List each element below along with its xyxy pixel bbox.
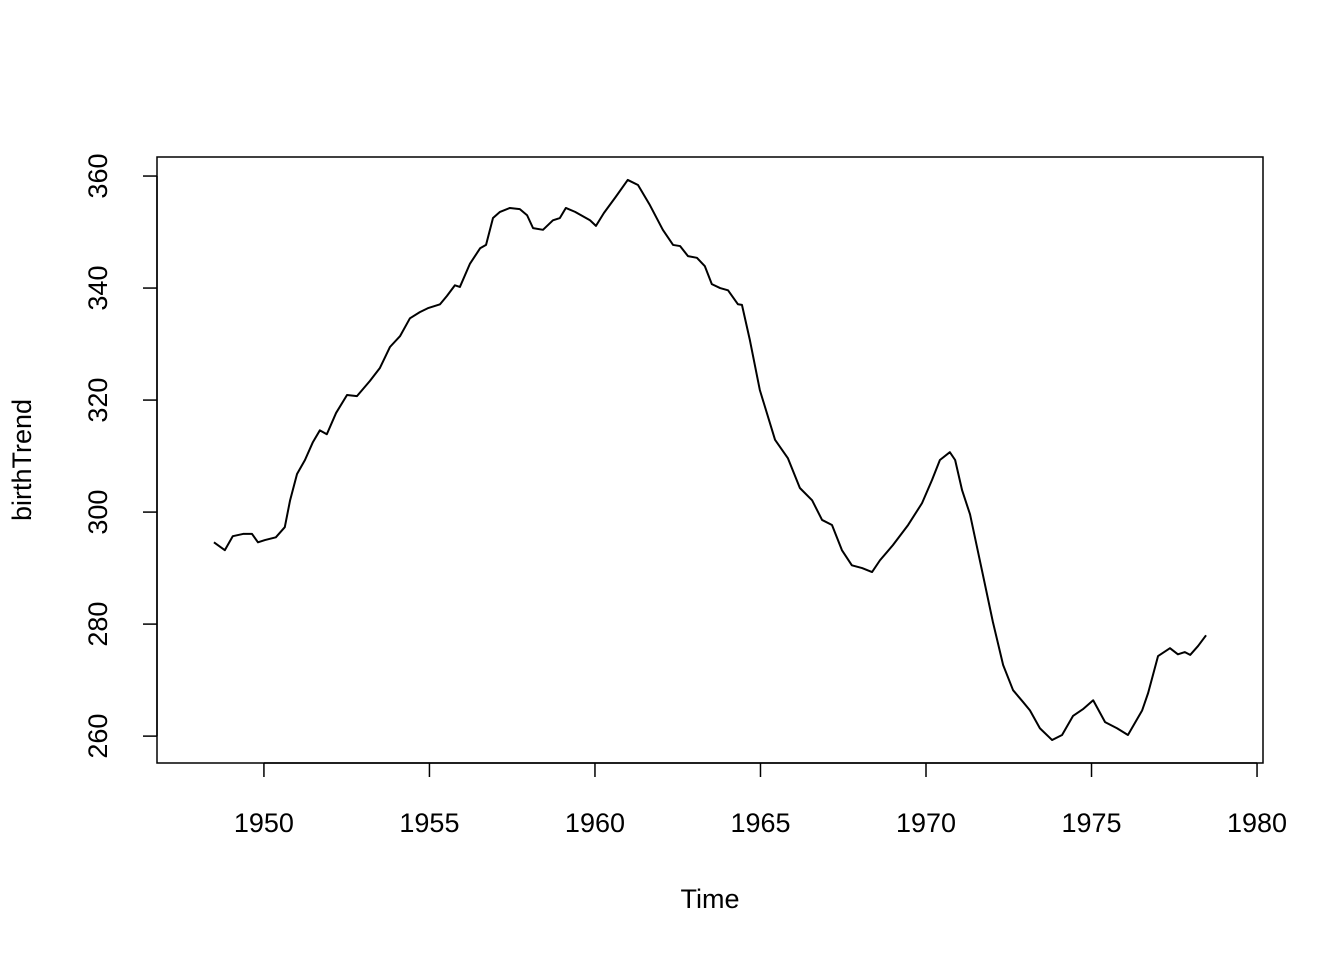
x-tick-label: 1975: [1061, 808, 1121, 838]
x-tick-label: 1960: [565, 808, 625, 838]
x-axis-label: Time: [681, 884, 740, 914]
x-tick-label: 1980: [1227, 808, 1287, 838]
x-tick-label: 1965: [730, 808, 790, 838]
y-tick-label: 300: [83, 490, 113, 535]
y-tick-label: 360: [83, 154, 113, 199]
x-tick-label: 1950: [234, 808, 294, 838]
data-line: [213, 178, 1207, 742]
y-tick-label: 320: [83, 378, 113, 423]
y-tick-label: 260: [83, 714, 113, 759]
x-tick-label: 1970: [896, 808, 956, 838]
y-axis-label: birthTrend: [7, 399, 37, 521]
plot-box: [156, 156, 1264, 764]
y-tick-label: 280: [83, 602, 113, 647]
x-tick-label: 1955: [399, 808, 459, 838]
y-tick-label: 340: [83, 266, 113, 311]
